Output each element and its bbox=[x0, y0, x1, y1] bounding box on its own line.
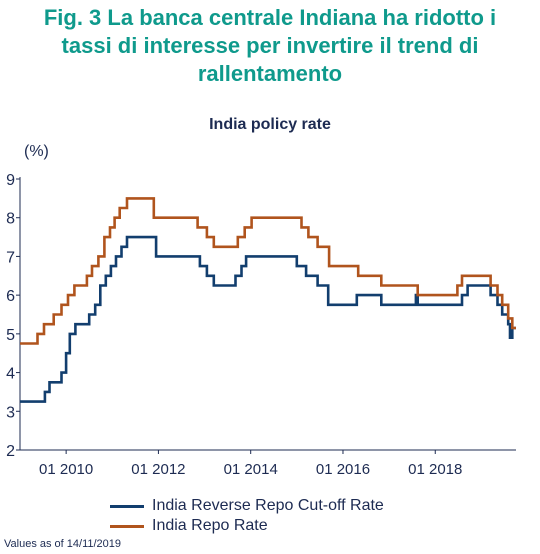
series-line-repo bbox=[20, 197, 516, 345]
y-tick-label: 2 bbox=[6, 443, 15, 460]
legend-swatch-reverse-repo bbox=[110, 504, 144, 508]
y-tick-label: 5 bbox=[6, 327, 15, 344]
y-tick-label: 3 bbox=[6, 404, 15, 421]
legend-item-repo: India Repo Rate bbox=[110, 517, 268, 535]
y-tick-label: 9 bbox=[6, 172, 15, 189]
figure-title-line-3: rallentamento bbox=[197, 61, 343, 86]
footnote: Values as of 14/11/2019 bbox=[4, 538, 122, 550]
y-tick-label: 6 bbox=[6, 288, 15, 305]
y-tick-label: 8 bbox=[6, 211, 15, 228]
figure-title: Fig. 3 La banca centrale Indiana ha rido… bbox=[0, 4, 540, 88]
y-tick-label: 7 bbox=[6, 249, 15, 266]
figure-title-line-2: tassi di interesse per invertire il tren… bbox=[61, 33, 479, 58]
series-line-reverse-repo bbox=[20, 235, 516, 403]
x-tick-label: 01 2014 bbox=[224, 461, 278, 478]
legend-label-repo: India Repo Rate bbox=[152, 517, 268, 534]
figure-title-line-1: Fig. 3 La banca centrale Indiana ha rido… bbox=[43, 5, 497, 30]
legend-label-reverse-repo: India Reverse Repo Cut-off Rate bbox=[152, 497, 384, 514]
x-tick-label: 01 2012 bbox=[131, 461, 185, 478]
x-tick-label: 01 2018 bbox=[408, 461, 462, 478]
legend-swatch-repo bbox=[110, 524, 144, 528]
x-tick-label: 01 2016 bbox=[316, 461, 370, 478]
legend-item-reverse-repo: India Reverse Repo Cut-off Rate bbox=[110, 497, 384, 515]
x-tick-label: 01 2010 bbox=[39, 461, 93, 478]
chart-title: India policy rate bbox=[209, 116, 331, 133]
y-tick-label: 4 bbox=[6, 366, 15, 383]
y-axis-unit-label: (%) bbox=[24, 143, 49, 160]
